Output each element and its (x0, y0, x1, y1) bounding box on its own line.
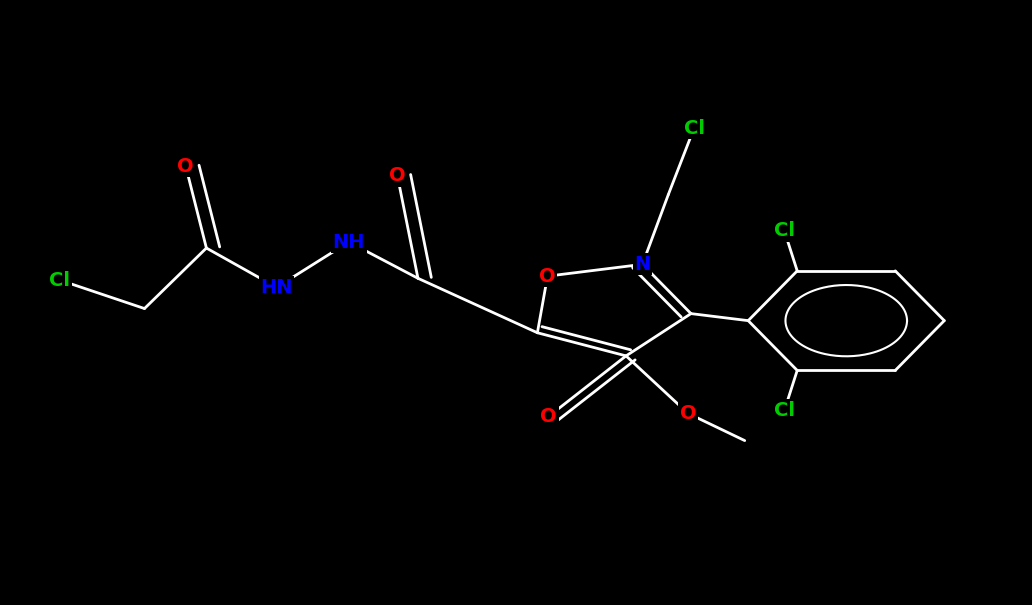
Text: Cl: Cl (50, 270, 70, 290)
Text: NH: NH (332, 232, 365, 252)
Text: Cl: Cl (774, 401, 795, 420)
Text: O: O (389, 166, 406, 185)
Text: HN: HN (260, 278, 293, 297)
Text: O: O (539, 267, 556, 286)
Text: Cl: Cl (774, 221, 795, 240)
Text: N: N (635, 255, 650, 274)
Text: O: O (680, 404, 697, 423)
Text: Cl: Cl (683, 119, 705, 138)
Text: O: O (178, 157, 194, 176)
Text: O: O (541, 407, 557, 426)
